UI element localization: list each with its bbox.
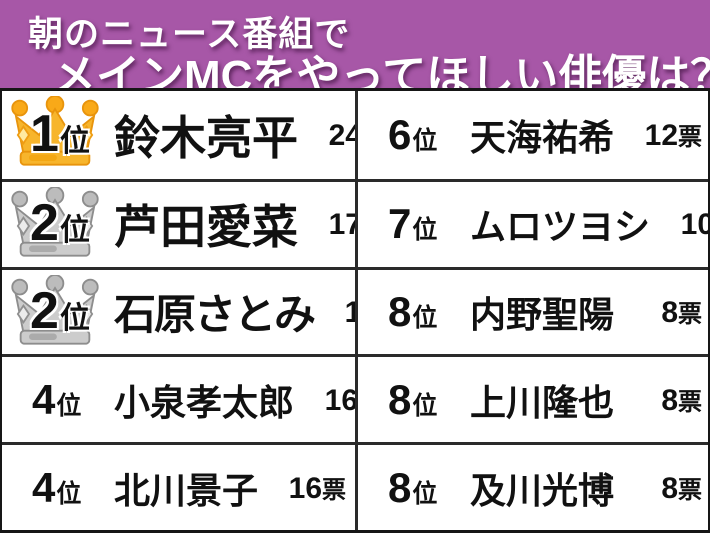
rank-row-7: 7位 ムロツヨシ 10票 xyxy=(355,178,708,267)
vote-count: 16票 xyxy=(324,383,355,417)
actor-name: 鈴木亮平 xyxy=(114,111,298,164)
actor-name: 小泉孝太郎 xyxy=(114,381,295,423)
vote-count: 10票 xyxy=(680,208,708,242)
actor-name: 石原さとみ xyxy=(114,291,316,339)
silver-crown-icon xyxy=(7,185,103,265)
actor-name: 芦田愛菜 xyxy=(114,201,298,254)
actor-name: 上川隆也 xyxy=(470,381,615,423)
vote-count: 17票 xyxy=(314,294,355,330)
actor-name: 北川景子 xyxy=(114,469,259,511)
ranking-table: 1位 鈴木亮平 24票 2位 芦田愛菜 xyxy=(0,88,710,533)
rank-row-4: 4位 小泉孝太郎 16票 xyxy=(2,354,355,443)
actor-name: 及川光博 xyxy=(470,469,615,511)
actor-name: 天海祐希 xyxy=(470,116,615,158)
silver-crown-icon xyxy=(7,273,103,353)
actor-name: ムロツヨシ xyxy=(470,206,651,248)
rank-row-1: 1位 鈴木亮平 24票 xyxy=(2,91,355,179)
rank-row-2: 2位 芦田愛菜 17票 xyxy=(2,178,355,267)
gold-crown-icon xyxy=(7,95,103,174)
header: 朝のニュース番組で メインMCをやってほしい俳優は？ grape調べ xyxy=(0,0,710,101)
rank-row-3: 2位 石原さとみ 17票 xyxy=(2,266,355,355)
actor-name: 内野聖陽 xyxy=(470,293,615,335)
vote-count: 12 票 xyxy=(644,118,703,152)
title-line1: 朝のニュース番組で xyxy=(28,15,351,54)
vote-count: 17票 xyxy=(328,208,355,242)
vote-count: 24票 xyxy=(328,118,355,152)
